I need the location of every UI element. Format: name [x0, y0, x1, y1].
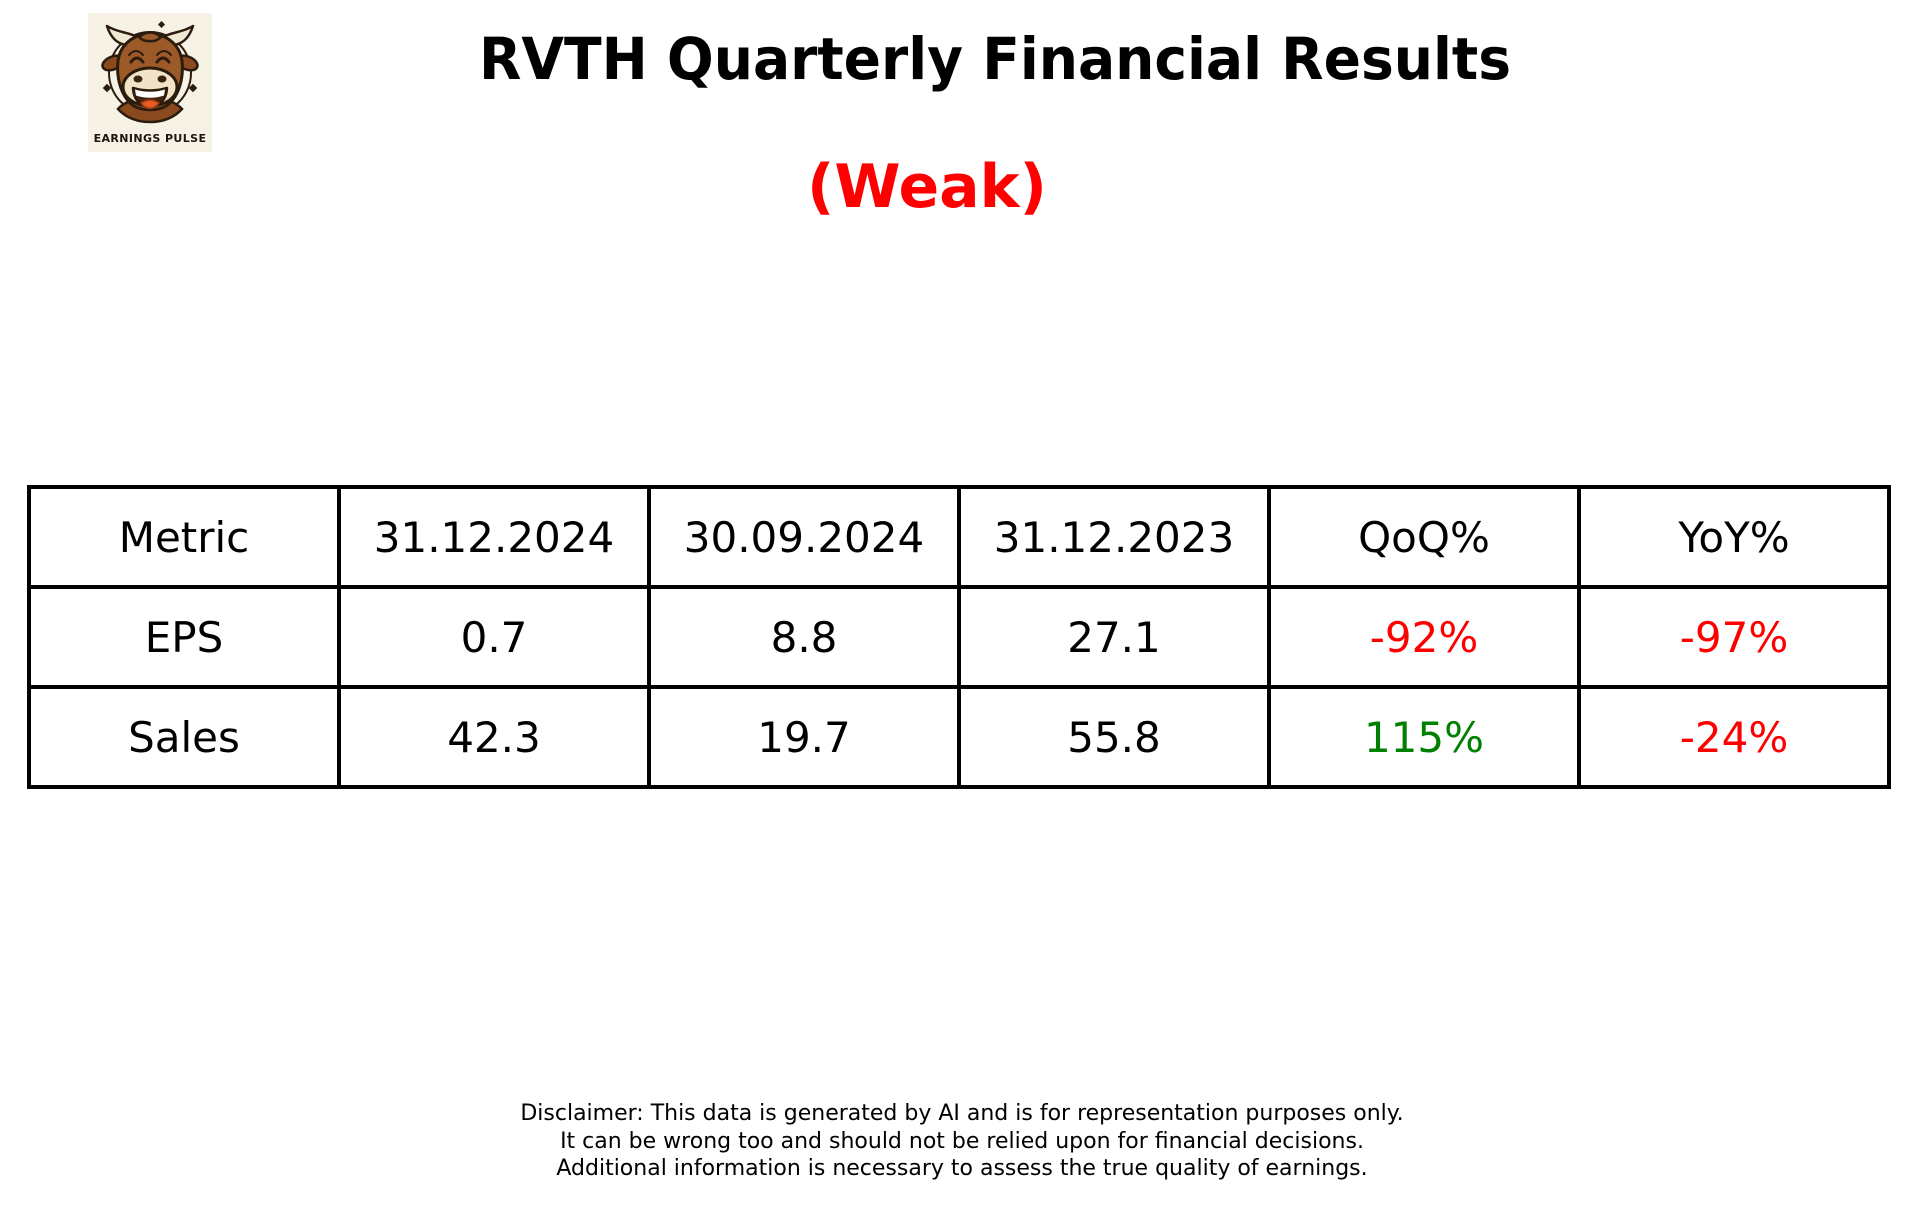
- cell-eps-q4-2024: 0.7: [337, 585, 651, 689]
- table-row-sales: Sales 42.3 19.7 55.8 115% -24%: [27, 685, 1891, 789]
- disclaimer-line: Additional information is necessary to a…: [556, 1156, 1368, 1181]
- bull-icon: [101, 20, 199, 124]
- brand-name: EARNINGS PULSE: [93, 132, 207, 145]
- table-header-row: Metric 31.12.2024 30.09.2024 31.12.2023 …: [27, 485, 1891, 589]
- cell-eps-q4-2023: 27.1: [957, 585, 1271, 689]
- column-header-q3-2024: 30.09.2024: [647, 485, 961, 589]
- verdict-subtitle: (Weak): [807, 152, 1047, 222]
- column-header-qoq: QoQ%: [1267, 485, 1581, 589]
- cell-sales-qoq: 115%: [1267, 685, 1581, 789]
- disclaimer: Disclaimer: This data is generated by AI…: [520, 1100, 1403, 1183]
- cell-eps-q3-2024: 8.8: [647, 585, 961, 689]
- table-row-eps: EPS 0.7 8.8 27.1 -92% -97%: [27, 585, 1891, 689]
- cell-sales-q4-2024: 42.3: [337, 685, 651, 789]
- page-title: RVTH Quarterly Financial Results: [478, 25, 1512, 93]
- cell-sales-metric: Sales: [27, 685, 341, 789]
- cell-sales-q3-2024: 19.7: [647, 685, 961, 789]
- cell-eps-qoq: -92%: [1267, 585, 1581, 689]
- cell-sales-yoy: -24%: [1577, 685, 1891, 789]
- disclaimer-line: It can be wrong too and should not be re…: [560, 1128, 1364, 1154]
- column-header-metric: Metric: [27, 485, 341, 589]
- column-header-q4-2024: 31.12.2024: [337, 485, 651, 589]
- column-header-yoy: YoY%: [1577, 485, 1891, 589]
- column-header-q4-2023: 31.12.2023: [957, 485, 1271, 589]
- cell-eps-metric: EPS: [27, 585, 341, 689]
- financial-results-table: Metric 31.12.2024 30.09.2024 31.12.2023 …: [27, 485, 1891, 789]
- disclaimer-line: Disclaimer: This data is generated by AI…: [520, 1101, 1404, 1126]
- cell-eps-yoy: -97%: [1577, 585, 1891, 689]
- cell-sales-q4-2023: 55.8: [957, 685, 1271, 789]
- earnings-pulse-logo: EARNINGS PULSE: [88, 13, 212, 152]
